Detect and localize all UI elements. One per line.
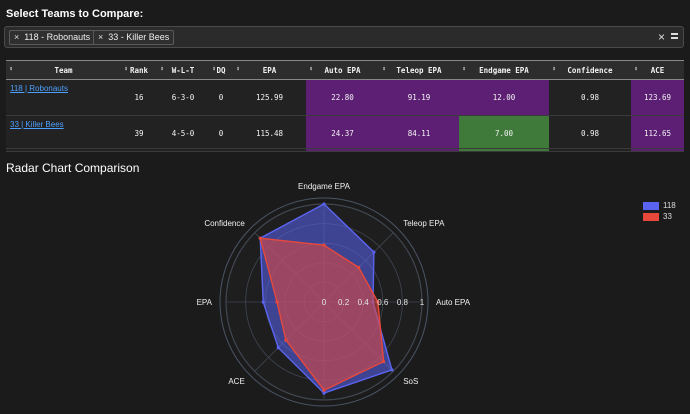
teleop-epa-cell: 84.11 (379, 115, 459, 152)
radar-axis-label: EPA (197, 298, 213, 307)
clear-all-icon[interactable]: × (657, 30, 665, 44)
wlt-cell: 6-3-0 (157, 79, 209, 116)
radar-axis-label: Auto EPA (436, 298, 471, 307)
sort-icon[interactable]: ⬍ (634, 65, 639, 73)
radar-axis-label: Confidence (204, 219, 245, 228)
radial-tick-label: 0.8 (397, 298, 409, 307)
table-row: 118 | Robonauts 16 6-3-0 0 125.99 22.80 … (6, 79, 684, 116)
chip-label: 118 - Robonauts (24, 32, 91, 42)
radar-axis-label: ACE (228, 377, 244, 386)
chip-remove-icon[interactable]: × (14, 32, 20, 42)
rank-cell: 16 (121, 79, 157, 116)
radar-point-33 (376, 300, 380, 304)
radar-point-33 (284, 338, 288, 342)
confidence-cell: 0.98 (549, 115, 631, 152)
sort-icon[interactable]: ⬍ (9, 65, 14, 73)
legend-swatch (643, 212, 659, 221)
rank-cell: 39 (121, 115, 157, 152)
col-header-epa[interactable]: ⬍ EPA (233, 60, 306, 80)
sort-icon[interactable]: ⬍ (160, 65, 165, 73)
table-row: 33 | Killer Bees 39 4-5-0 0 115.48 24.37… (6, 115, 684, 152)
wlt-cell: 4-5-0 (157, 115, 209, 152)
radial-tick-label: 0.2 (338, 298, 350, 307)
team-chip-118[interactable]: × 118 - Robonauts (9, 30, 96, 45)
radial-tick-label: 0.6 (377, 298, 389, 307)
col-header-auto-epa[interactable]: ⬍ Auto EPA (306, 60, 379, 80)
ace-cell: 123.69 (631, 79, 684, 116)
sort-icon[interactable]: ⬍ (212, 65, 217, 73)
col-header-team[interactable]: ⬍ Team (6, 60, 121, 80)
radar-point-33 (258, 236, 262, 240)
epa-cell: 115.48 (233, 115, 306, 152)
radar-axis-label: Endgame EPA (298, 182, 351, 191)
radar-point-118 (322, 391, 326, 395)
radar-outer-ring (219, 197, 429, 407)
col-header-endgame-epa[interactable]: ⬍ Endgame EPA (459, 60, 549, 80)
legend-label: 33 (663, 212, 672, 221)
col-header-ace[interactable]: ⬍ ACE (631, 60, 684, 80)
team-link[interactable]: 33 | Killer Bees (10, 120, 64, 129)
sort-icon[interactable]: ⬍ (552, 65, 557, 73)
radar-point-33 (322, 243, 326, 247)
teleop-epa-cell: 91.19 (379, 79, 459, 116)
team-chip-33[interactable]: × 33 - Killer Bees (93, 30, 175, 45)
section-divider (6, 148, 684, 149)
chip-remove-icon[interactable]: × (98, 32, 104, 42)
endgame-epa-cell: 7.00 (459, 115, 549, 152)
dropdown-menu-icon[interactable] (671, 31, 678, 43)
col-header-dq[interactable]: ⬍ DQ (209, 60, 233, 80)
radar-section-title: Radar Chart Comparison (6, 161, 140, 175)
col-header-wlt[interactable]: ⬍ W-L-T (157, 60, 209, 80)
radar-point-118 (322, 202, 326, 206)
dq-cell: 0 (209, 79, 233, 116)
radar-point-118 (276, 346, 280, 350)
radar-point-33 (275, 300, 279, 304)
select-teams-title: Select Teams to Compare: (6, 8, 144, 20)
legend-item-33[interactable]: 33 (643, 211, 676, 222)
legend-label: 118 (663, 201, 676, 210)
col-header-confidence[interactable]: ⬍ Confidence (549, 60, 631, 80)
dq-cell: 0 (209, 115, 233, 152)
radar-point-118 (261, 300, 265, 304)
team-cell: 33 | Killer Bees (6, 115, 121, 152)
epa-cell: 125.99 (233, 79, 306, 116)
radar-axis-label: Teleop EPA (403, 219, 445, 228)
radar-point-118 (372, 250, 376, 254)
sort-icon[interactable]: ⬍ (462, 65, 467, 73)
legend-item-118[interactable]: 118 (643, 200, 676, 211)
auto-epa-cell: 24.37 (306, 115, 379, 152)
radar-point-118 (390, 368, 394, 372)
sort-icon[interactable]: ⬍ (382, 65, 387, 73)
confidence-cell: 0.98 (549, 79, 631, 116)
radar-point-33 (357, 265, 361, 269)
table-header-row: ⬍ Team ⬍ Rank ⬍ W-L-T ⬍ DQ ⬍ EPA ⬍ Auto EPA ⬍ T… (6, 60, 684, 80)
radar-point-33 (322, 388, 326, 392)
legend-swatch (643, 201, 659, 210)
team-link[interactable]: 118 | Robonauts (10, 84, 68, 93)
sort-icon[interactable]: ⬍ (236, 65, 241, 73)
team-multiselect[interactable]: × 118 - Robonauts × 33 - Killer Bees × (4, 26, 684, 48)
col-header-teleop-epa[interactable]: ⬍ Teleop EPA (379, 60, 459, 80)
radial-tick-label: 0.4 (358, 298, 370, 307)
ace-cell: 112.65 (631, 115, 684, 152)
chart-legend: 118 33 (643, 200, 676, 222)
sort-icon[interactable]: ⬍ (124, 65, 129, 73)
radar-point-33 (381, 359, 386, 364)
team-cell: 118 | Robonauts (6, 79, 121, 116)
radial-tick-label: 1 (420, 298, 425, 307)
radial-tick-label: 0 (322, 298, 327, 307)
radar-axis-label: SoS (403, 377, 418, 386)
endgame-epa-cell: 12.00 (459, 79, 549, 116)
comparison-table: ⬍ Team ⬍ Rank ⬍ W-L-T ⬍ DQ ⬍ EPA ⬍ Auto EPA ⬍ T… (6, 60, 684, 152)
sort-icon[interactable]: ⬍ (309, 65, 314, 73)
chip-label: 33 - Killer Bees (108, 32, 170, 42)
col-header-rank[interactable]: ⬍ Rank (121, 60, 157, 80)
auto-epa-cell: 22.80 (306, 79, 379, 116)
